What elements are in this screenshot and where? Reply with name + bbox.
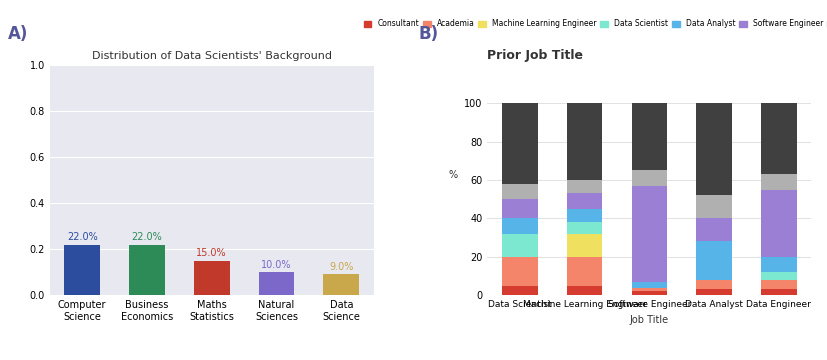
Text: B): B) [418,25,437,43]
Bar [696,242,731,280]
Text: 22.0%: 22.0% [67,232,98,242]
Text: 22.0%: 22.0% [131,232,162,242]
Bar [760,190,796,257]
Text: 10.0%: 10.0% [261,260,291,270]
Bar [696,195,731,219]
Title: Distribution of Data Scientists' Background: Distribution of Data Scientists' Backgro… [92,51,332,61]
Bar [566,209,602,222]
Bar [129,244,165,295]
Bar [65,244,100,295]
Bar [501,257,537,285]
Bar [760,280,796,289]
Bar [631,186,667,282]
Bar [501,219,537,234]
Bar [258,272,294,295]
Bar [566,285,602,295]
Bar [323,274,359,295]
Bar [501,234,537,257]
Bar [631,291,667,295]
Y-axis label: %: % [448,170,457,180]
Bar [631,170,667,186]
Bar [696,280,731,289]
Bar [631,288,667,291]
Bar [760,289,796,295]
Bar [760,174,796,190]
Bar [631,103,667,170]
Bar [566,257,602,285]
Bar [760,272,796,280]
Bar [566,193,602,209]
Bar [760,257,796,272]
Bar [501,199,537,219]
Bar [501,285,537,295]
Bar [501,184,537,199]
Bar [631,282,667,288]
Bar [696,219,731,242]
Text: 15.0%: 15.0% [196,248,227,258]
Bar [501,103,537,184]
Text: 9.0%: 9.0% [328,262,353,272]
Text: Prior Job Title: Prior Job Title [487,49,582,62]
Bar [566,222,602,234]
Bar [194,261,229,295]
Bar [566,234,602,257]
Bar [566,180,602,193]
X-axis label: Job Title: Job Title [629,315,668,325]
Bar [696,103,731,195]
Bar [566,103,602,180]
Bar [696,289,731,295]
Bar [760,103,796,174]
Text: A): A) [8,25,29,43]
Legend: Consultant, Academia, Machine Learning Engineer, Data Scientist, Data Analyst, S: Consultant, Academia, Machine Learning E… [361,18,827,30]
